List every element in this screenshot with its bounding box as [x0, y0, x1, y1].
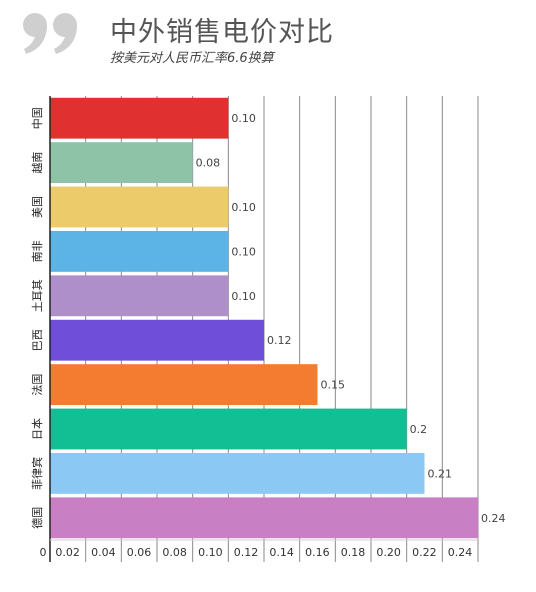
- x-tick-label: 0: [40, 546, 47, 559]
- category-label: 越南: [30, 152, 44, 174]
- bar-8: [50, 408, 407, 450]
- data-label: 0.2: [410, 423, 428, 436]
- x-tick-label: 0.20: [376, 546, 401, 559]
- category-label: 德国: [30, 507, 44, 529]
- bar-10: [50, 497, 478, 539]
- data-label: 0.12: [267, 334, 292, 347]
- data-label: 0.24: [481, 512, 506, 525]
- category-label: 中国: [31, 107, 44, 129]
- x-tick-label: 0.16: [305, 546, 330, 559]
- data-label: 0.08: [196, 157, 221, 170]
- bar-6: [50, 319, 264, 361]
- data-label: 0.15: [321, 379, 346, 392]
- category-label: 日本: [30, 418, 44, 440]
- data-label: 0.10: [231, 245, 256, 258]
- bar-4: [50, 230, 229, 272]
- bar-9: [50, 452, 425, 494]
- data-label: 0.10: [231, 112, 256, 125]
- category-label: 土耳其: [31, 279, 44, 312]
- x-tick-label: 0.14: [269, 546, 294, 559]
- category-label: 美国: [31, 196, 44, 218]
- data-label: 0.21: [428, 467, 453, 480]
- x-tick-label: 0.02: [55, 546, 80, 559]
- chart-subtitle: 按美元对人民币汇率6.6换算: [110, 51, 274, 66]
- bar-7: [50, 364, 318, 406]
- category-label: 巴西: [31, 329, 44, 351]
- data-label: 0.10: [231, 290, 256, 303]
- bar-1: [50, 97, 229, 139]
- x-tick-label: 0.10: [198, 546, 223, 559]
- chart-title: 中外销售电价对比: [110, 17, 334, 48]
- category-label: 菲律宾: [30, 457, 44, 490]
- data-label: 0.10: [231, 201, 256, 214]
- x-tick-label: 0.12: [234, 546, 259, 559]
- bar-5: [50, 275, 229, 317]
- bar-2: [50, 142, 193, 184]
- category-label: 南非: [31, 240, 44, 262]
- x-tick-label: 0.18: [341, 546, 366, 559]
- category-label: 法国: [30, 374, 44, 396]
- x-tick-label: 0.08: [162, 546, 187, 559]
- quote-mark-icon: [23, 13, 77, 54]
- x-tick-label: 0.22: [412, 546, 437, 559]
- bar-3: [50, 186, 229, 228]
- x-tick-label: 0.04: [91, 546, 116, 559]
- x-tick-label: 0.06: [127, 546, 152, 559]
- x-tick-label: 0.24: [448, 546, 473, 559]
